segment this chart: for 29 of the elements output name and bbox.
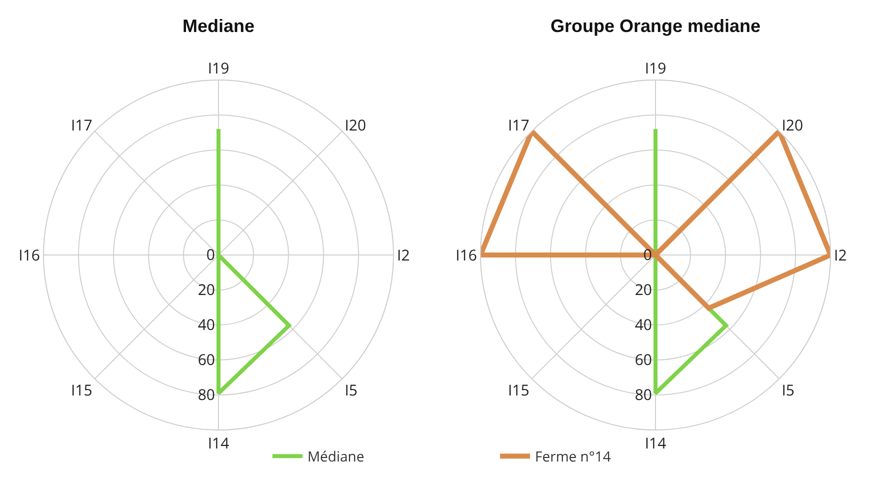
spoke-label: I2 [834, 245, 847, 266]
spoke-label: I19 [208, 58, 230, 78]
legend-label: Médiane [307, 448, 364, 467]
y-tick-label: 60 [634, 350, 652, 370]
y-tick-label: 20 [634, 280, 652, 300]
spoke-label: I20 [782, 115, 804, 136]
spoke-label: I20 [344, 115, 366, 136]
y-tick-label: 0 [206, 244, 215, 265]
y-tick-label: 40 [634, 314, 652, 335]
y-tick-label: 20 [198, 280, 215, 300]
spoke-label: I15 [508, 380, 530, 401]
spoke-label: I16 [18, 245, 40, 266]
legend-label: Ferme n°14 [535, 448, 611, 467]
spoke-label: I5 [344, 380, 358, 401]
y-tick-label: 80 [634, 384, 652, 405]
y-tick-label: 80 [198, 384, 215, 405]
spoke-label: I14 [208, 434, 230, 454]
spoke-label: I14 [644, 434, 667, 454]
chart-title: Mediane [182, 16, 255, 36]
spoke-label: I15 [70, 380, 92, 401]
spoke-label: I2 [397, 245, 410, 266]
spoke-label: I16 [456, 245, 477, 266]
y-tick-label: 60 [198, 350, 215, 370]
spoke-label: I5 [782, 380, 794, 401]
spoke-label: I17 [508, 115, 530, 136]
y-tick-label: 40 [198, 314, 215, 335]
chart-title: Groupe Orange mediane [550, 16, 761, 36]
spoke-label: I19 [644, 58, 666, 78]
spoke-label: I17 [70, 115, 92, 136]
